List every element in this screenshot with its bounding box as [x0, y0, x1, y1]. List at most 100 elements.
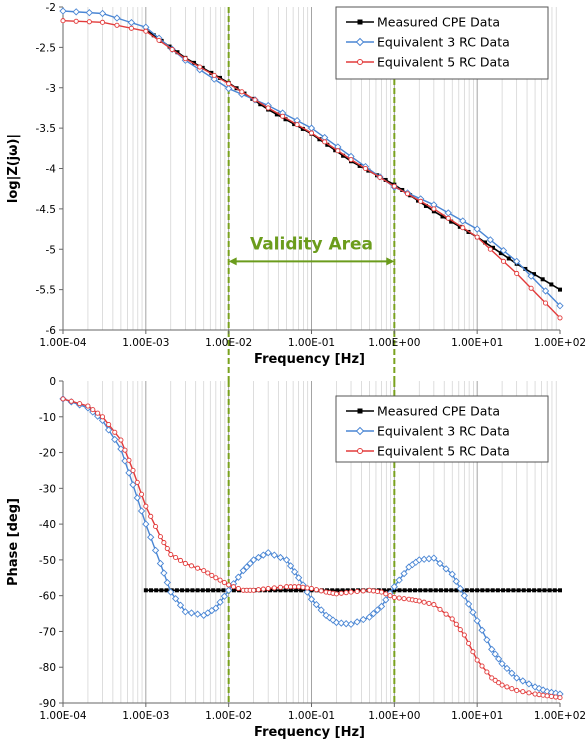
- legend-marker: [355, 426, 365, 436]
- data-point: [528, 285, 534, 291]
- data-point: [117, 445, 125, 453]
- data-point: [251, 587, 257, 593]
- data-point: [445, 215, 451, 221]
- data-point: [200, 588, 205, 593]
- data-point: [99, 19, 106, 25]
- y-tick-label: -40: [39, 519, 56, 531]
- data-point: [143, 503, 149, 509]
- data-point: [557, 315, 563, 321]
- data-point: [304, 585, 310, 591]
- data-point: [149, 588, 154, 593]
- data-point: [443, 611, 449, 617]
- data-point: [137, 507, 146, 515]
- data-point: [325, 142, 330, 147]
- data-point: [473, 225, 481, 233]
- data-point: [487, 246, 493, 252]
- data-point: [105, 426, 113, 434]
- data-point: [226, 81, 232, 87]
- data-point: [86, 19, 92, 25]
- data-point: [112, 429, 118, 435]
- data-point: [294, 122, 300, 128]
- data-point: [442, 565, 450, 573]
- data-point: [258, 102, 263, 107]
- data-point: [193, 610, 202, 618]
- data-point: [348, 157, 354, 163]
- data-point: [387, 593, 393, 599]
- data-point: [508, 669, 516, 677]
- data-point: [161, 540, 167, 546]
- legend-label: Equivalent 5 RC Data: [377, 55, 510, 70]
- data-point: [293, 588, 298, 593]
- data-point: [156, 559, 165, 568]
- data-point: [273, 588, 278, 593]
- data-point: [558, 287, 562, 292]
- data-point: [377, 174, 383, 180]
- data-point: [520, 689, 526, 695]
- data-point: [495, 655, 503, 663]
- y-tick-label: -5.5: [36, 285, 57, 297]
- data-point: [413, 588, 418, 593]
- data-point: [295, 574, 303, 582]
- x-tick-label: 1.00E+00: [368, 337, 420, 349]
- data-point: [499, 246, 508, 255]
- data-point: [77, 401, 83, 407]
- data-point: [469, 588, 474, 593]
- legend-label: Equivalent 5 RC Data: [377, 444, 510, 459]
- x-tick-label: 1.00E-04: [39, 710, 86, 722]
- data-point: [490, 588, 495, 593]
- data-point: [418, 198, 424, 204]
- data-point: [485, 588, 490, 593]
- y-tick-label: -2.5: [36, 42, 57, 54]
- data-point: [423, 203, 428, 208]
- data-point: [182, 560, 188, 567]
- data-point: [390, 583, 398, 591]
- data-point: [90, 407, 96, 413]
- x-axis-title: Frequency [Hz]: [254, 725, 365, 740]
- data-point: [190, 588, 195, 593]
- data-point: [461, 632, 467, 638]
- data-point: [312, 600, 320, 609]
- data-point: [514, 270, 520, 277]
- data-point: [373, 606, 382, 614]
- data-point: [359, 615, 367, 624]
- data-point: [167, 588, 175, 596]
- data-point: [188, 563, 195, 569]
- data-point: [479, 663, 485, 669]
- data-point: [503, 664, 511, 673]
- data-point: [396, 595, 402, 601]
- y-tick-label: -80: [39, 662, 56, 674]
- data-point: [337, 619, 345, 627]
- data-point: [513, 257, 521, 265]
- data-point: [265, 105, 271, 111]
- data-point: [478, 626, 486, 634]
- data-point: [456, 584, 464, 593]
- data-point: [347, 620, 355, 628]
- data-point: [526, 588, 531, 593]
- data-point: [519, 677, 527, 685]
- data-point: [532, 272, 537, 277]
- data-point: [547, 588, 552, 593]
- data-point: [383, 591, 389, 597]
- data-point: [488, 645, 496, 653]
- data-point: [433, 588, 438, 593]
- data-point: [513, 674, 521, 682]
- data-point: [499, 682, 505, 688]
- data-point: [377, 602, 386, 611]
- data-point: [532, 691, 538, 697]
- series-line: [62, 398, 561, 695]
- data-point: [143, 588, 148, 593]
- x-tick-label: 1.00E+00: [368, 710, 420, 722]
- data-point: [343, 590, 349, 596]
- data-point: [221, 588, 226, 593]
- data-point: [290, 568, 299, 576]
- data-point: [362, 165, 369, 172]
- data-point: [543, 300, 549, 306]
- data-point: [60, 396, 66, 402]
- data-point: [438, 588, 443, 593]
- data-point: [122, 447, 128, 453]
- series-2: [59, 395, 564, 698]
- data-point: [431, 602, 437, 608]
- data-point: [163, 578, 171, 587]
- data-point: [296, 584, 302, 590]
- data-point: [401, 596, 407, 602]
